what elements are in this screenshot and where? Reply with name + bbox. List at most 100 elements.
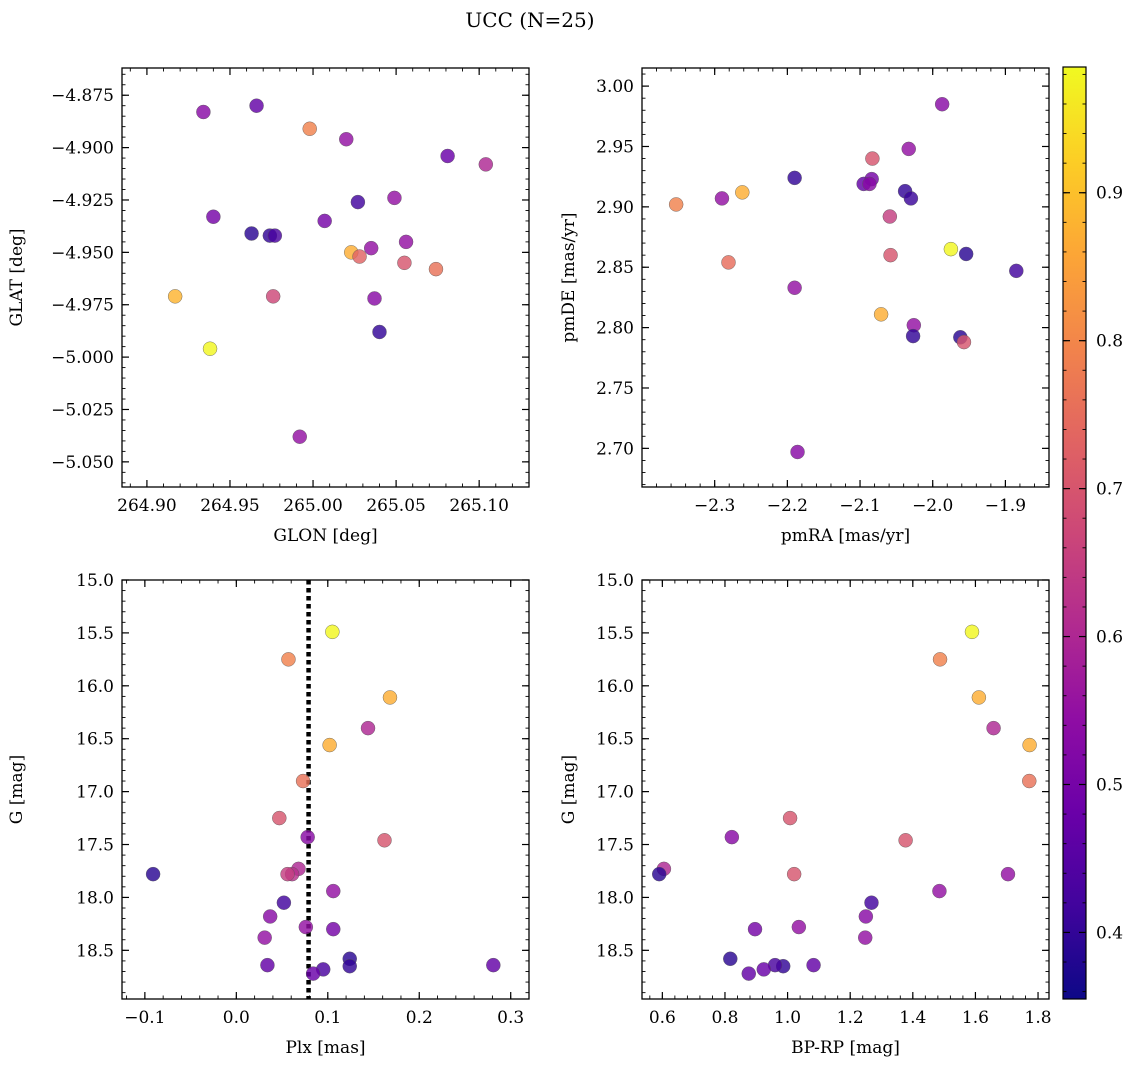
scatter-point — [267, 228, 283, 243]
x-axis-label: BP-RP [mag] — [791, 1038, 900, 1058]
scatter-point — [292, 429, 307, 444]
axes-frame — [121, 67, 530, 488]
panel-pmra-pmde: −2.3 −2.2 −2.1 −2.0 −1.9 2.70 2.75 2.80 2.85 2.90… — [559, 67, 1050, 546]
colorbar-frame — [1062, 66, 1087, 1000]
x-tick-label: 265.05 — [366, 496, 425, 516]
scatter-point — [280, 866, 295, 882]
scatter-point — [806, 957, 821, 973]
colorbar-tick-label: 0.8 — [1096, 332, 1123, 352]
colorbar-tick-label: 0.4 — [1096, 923, 1123, 943]
scatter-point — [652, 866, 667, 882]
scatter-point — [964, 624, 980, 640]
y-tick-label: 2.90 — [596, 198, 634, 218]
y-tick-label: 2.95 — [596, 137, 634, 157]
y-tick-label: 16.5 — [76, 730, 114, 750]
scatter-point — [1009, 263, 1024, 279]
scatter-point — [858, 930, 873, 945]
scatter-point — [326, 883, 341, 899]
scatter-point — [864, 895, 879, 910]
x-tick-label: 264.90 — [117, 496, 176, 516]
x-tick-label: 1.6 — [962, 1008, 989, 1028]
scatter-point — [1022, 737, 1037, 753]
scatter-point — [260, 957, 275, 973]
scatter-point — [858, 909, 874, 924]
scatter-point — [265, 289, 281, 304]
x-tick-label: −2.2 — [767, 496, 808, 516]
scatter-point — [901, 141, 916, 157]
y-tick-label: 15.5 — [76, 624, 114, 644]
scatter-point — [787, 170, 802, 186]
y-axis-label: G [mag] — [559, 755, 579, 824]
y-tick-label: −5.025 — [51, 400, 114, 420]
scatter-point — [932, 652, 948, 667]
x-tick-label: −2.3 — [694, 496, 735, 516]
x-tick-label: −0.1 — [124, 1008, 165, 1028]
scatter-point — [958, 246, 974, 262]
scatter-point — [302, 121, 317, 136]
scatter-point — [668, 197, 684, 212]
x-tick-label: 0.2 — [406, 1008, 433, 1028]
axes-frame — [641, 67, 1050, 488]
scatter-point — [986, 720, 1001, 736]
scatter-point — [714, 191, 730, 206]
scatter-point — [791, 919, 807, 935]
scatter-point — [281, 652, 296, 667]
colorbar-tick-label: 0.9 — [1096, 184, 1123, 204]
axes-frame — [641, 579, 1050, 1000]
scatter-point — [478, 157, 494, 172]
colorbar-tick-label: 0.6 — [1096, 628, 1123, 648]
x-tick-label: 265.10 — [449, 496, 508, 516]
scatter-point — [723, 951, 738, 966]
scatter-point — [387, 190, 402, 206]
y-tick-label: 17.5 — [76, 836, 114, 856]
x-tick-label: 265.00 — [283, 496, 342, 516]
x-tick-label: −2.0 — [912, 496, 953, 516]
scatter-point — [300, 829, 315, 845]
panel-glon-glat: 264.90 264.95 265.00 265.05 265.10 −4.875 −4.9… — [7, 67, 530, 546]
scatter-point — [276, 895, 292, 910]
y-tick-label: 15.0 — [76, 571, 114, 591]
scatter-point — [873, 307, 889, 322]
y-tick-label: 2.75 — [596, 379, 634, 399]
scatter-point — [905, 328, 921, 344]
scatter-point — [932, 883, 947, 899]
y-tick-label: 17.0 — [76, 783, 114, 803]
y-tick-label: 16.5 — [596, 730, 634, 750]
scatter-point — [326, 921, 341, 937]
x-axis-label: pmRA [mas/yr] — [781, 526, 910, 546]
scatter-point — [339, 132, 354, 147]
scatter-point — [295, 773, 311, 789]
y-axis-label: pmDE [mas/yr] — [559, 212, 579, 342]
scatter-point — [1022, 773, 1037, 789]
scatter-point — [317, 213, 332, 229]
scatter-point — [882, 209, 898, 224]
scatter-point — [790, 444, 805, 460]
scatter-point — [363, 240, 379, 256]
scatter-point — [322, 737, 337, 753]
y-tick-label: 16.0 — [76, 677, 114, 697]
scatter-point — [398, 234, 414, 250]
scatter-point — [342, 958, 357, 974]
scatter-point — [372, 324, 387, 340]
scatter-point — [367, 291, 382, 306]
scatter-point — [272, 810, 287, 826]
y-tick-label: 2.85 — [596, 258, 634, 278]
y-tick-label: 18.0 — [596, 888, 634, 908]
scatter-point — [298, 919, 314, 935]
scatter-point — [397, 255, 412, 271]
scatter-point — [721, 255, 736, 270]
scatter-point — [747, 921, 763, 937]
x-tick-label: −1.9 — [985, 496, 1026, 516]
y-tick-label: −4.925 — [51, 191, 114, 211]
scatter-point — [428, 261, 444, 277]
scatter-point — [360, 720, 376, 736]
y-axis-label: G [mag] — [7, 755, 27, 824]
scatter-point — [934, 97, 950, 112]
scatter-point — [377, 833, 392, 848]
y-tick-label: 3.00 — [596, 77, 634, 97]
scatter-point — [202, 341, 218, 356]
y-tick-label: −5.000 — [51, 348, 114, 368]
x-tick-label: 1.0 — [774, 1008, 801, 1028]
colorbar: 0.4 0.5 0.6 0.7 0.8 0.9 — [1062, 66, 1123, 1000]
